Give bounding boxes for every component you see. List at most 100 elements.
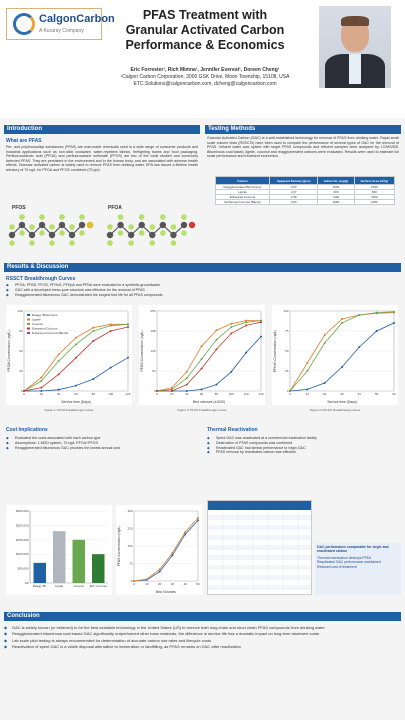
data-point bbox=[341, 322, 343, 324]
testing-body: Granular Activated Carbon (GAC) is a wel… bbox=[207, 136, 399, 159]
legend-swatch bbox=[27, 323, 30, 325]
data-point bbox=[200, 388, 203, 391]
data-point bbox=[109, 330, 112, 332]
list-item: PFOA, PFBS, PFOS, PFHxS, PFHpA and PFNA … bbox=[6, 283, 162, 288]
y-tick-label: 188 bbox=[150, 329, 155, 333]
data-point bbox=[185, 377, 188, 380]
y-tick-label: 100 bbox=[283, 309, 288, 313]
fluorine-atom bbox=[59, 214, 65, 220]
summary-title: GAC performance comparable for virgin an… bbox=[317, 545, 389, 554]
data-point bbox=[185, 383, 188, 386]
fluorine-atom bbox=[69, 240, 75, 246]
x-tick-label: 60 bbox=[74, 392, 78, 396]
y-tick-label: 30 bbox=[19, 369, 23, 373]
sulfur-atom bbox=[86, 221, 94, 229]
y-tick-label: 0 bbox=[131, 579, 133, 583]
list-item: Reagglomerated bituminous coal based GAC… bbox=[4, 631, 401, 638]
fluorine-atom bbox=[39, 214, 45, 220]
x-tick-label: 60 bbox=[200, 392, 204, 396]
category-label: Coconut bbox=[74, 584, 85, 588]
affiliation: ¹Calgon Carbon Corporation, 3000 GSK Dri… bbox=[120, 74, 290, 80]
fluorine-atom bbox=[29, 240, 35, 246]
table-row bbox=[208, 545, 311, 550]
y-tick-label: 150 bbox=[127, 544, 132, 548]
data-point bbox=[40, 380, 43, 382]
table-row bbox=[208, 540, 311, 545]
x-axis-label: Service time (Days) bbox=[327, 400, 357, 404]
x-tick-label: 0 bbox=[23, 392, 25, 396]
carbon-atom bbox=[180, 221, 188, 229]
intro-body: Per- and polyfluoroalkyl substances (PFA… bbox=[6, 145, 198, 172]
legend-entry: Reagg. Bituminous bbox=[32, 313, 58, 317]
y-tick-label: $0 bbox=[25, 581, 29, 585]
series-line bbox=[156, 320, 262, 392]
x-tick-label: 40 bbox=[57, 392, 61, 396]
data-point bbox=[171, 552, 174, 554]
data-point bbox=[127, 326, 129, 328]
section-header-introduction: Introduction bbox=[4, 125, 200, 134]
table-cell: 0.50 bbox=[268, 199, 319, 205]
legend-entry: Lignite bbox=[32, 318, 41, 322]
x-tick-label: 10 bbox=[145, 582, 149, 586]
data-point bbox=[92, 326, 95, 329]
logo-subtitle: A Kuraray Company bbox=[39, 28, 84, 34]
list-item: PFAS removal by reactivated carbon was e… bbox=[207, 450, 399, 455]
y-tick-label: 25 bbox=[285, 369, 289, 373]
series-line bbox=[157, 321, 262, 392]
fluorine-atom bbox=[117, 214, 124, 220]
fluorine-atom bbox=[160, 214, 166, 220]
carbon-atom bbox=[78, 221, 86, 229]
fluorine-atom bbox=[9, 240, 15, 246]
list-item: Evaluated the costs associated with each… bbox=[6, 436, 196, 441]
table-cell: Reagglomerated Bituminous bbox=[215, 184, 270, 190]
category-label: Reagg. Bit. bbox=[33, 584, 47, 588]
x-tick-label: 80 bbox=[92, 392, 96, 396]
data-point bbox=[323, 382, 326, 384]
data-point bbox=[230, 322, 233, 325]
data-point bbox=[375, 330, 378, 332]
y-tick-label: 75 bbox=[129, 562, 133, 566]
data-point bbox=[57, 388, 60, 391]
table-row bbox=[208, 555, 311, 560]
figure-caption: Figure 2: PFOS breakthrough curves bbox=[177, 408, 227, 412]
data-point bbox=[158, 568, 161, 571]
thermal-subtitle: Thermal Reactivation bbox=[207, 427, 258, 433]
data-point bbox=[245, 319, 248, 322]
fluorine-atom bbox=[128, 240, 134, 246]
data-point bbox=[197, 519, 199, 522]
table-row bbox=[208, 585, 311, 590]
table-row bbox=[208, 525, 311, 530]
x-tick-label: 20 bbox=[323, 392, 327, 396]
data-point bbox=[260, 319, 262, 322]
y-tick-label: 90 bbox=[19, 329, 23, 333]
author-photo bbox=[319, 6, 391, 88]
x-tick-label: 40 bbox=[358, 392, 362, 396]
logo-name: CalgonCarbon bbox=[39, 13, 115, 25]
data-point bbox=[75, 343, 77, 346]
x-tick-label: 30 bbox=[171, 582, 175, 586]
legend-swatch bbox=[27, 318, 30, 321]
y-tick-label: 120 bbox=[17, 309, 22, 313]
title-line: Performance & Economics bbox=[125, 38, 285, 52]
x-tick-label: 40 bbox=[184, 582, 188, 586]
x-tick-label: 0 bbox=[133, 582, 135, 586]
list-item: Assumptions: 1 MGD system, 70 ng/L PFOA+… bbox=[6, 441, 196, 446]
list-item: Lab scale pilot testing is always recomm… bbox=[4, 638, 401, 645]
data-point bbox=[215, 338, 218, 341]
x-axis-label: Bed volumes (x1000) bbox=[193, 400, 225, 404]
section-header-results: Results & Discussion bbox=[4, 263, 401, 272]
data-point bbox=[215, 383, 218, 386]
list-item: Reagglomerated bituminous GAC demonstrat… bbox=[6, 293, 162, 298]
emails: ETC.Solutions@calgoncarbon.com, dcheng@c… bbox=[133, 81, 277, 87]
x-tick-label: 20 bbox=[158, 582, 162, 586]
y-tick-label: 60 bbox=[19, 349, 23, 353]
title-line: PFAS Treatment with bbox=[142, 8, 268, 22]
table-row: Enhanced Coconut (Blend) 0.50 1050 1080 bbox=[215, 199, 396, 205]
y-axis-label: PFOA Concentration (ng/L) bbox=[7, 331, 11, 372]
fluorine-atom bbox=[138, 214, 145, 220]
data-point bbox=[306, 388, 309, 391]
data-point bbox=[197, 517, 199, 519]
pfos-label: PFOS bbox=[12, 205, 26, 211]
list-item: Spent GAC was reactivated at a commercia… bbox=[207, 436, 399, 441]
